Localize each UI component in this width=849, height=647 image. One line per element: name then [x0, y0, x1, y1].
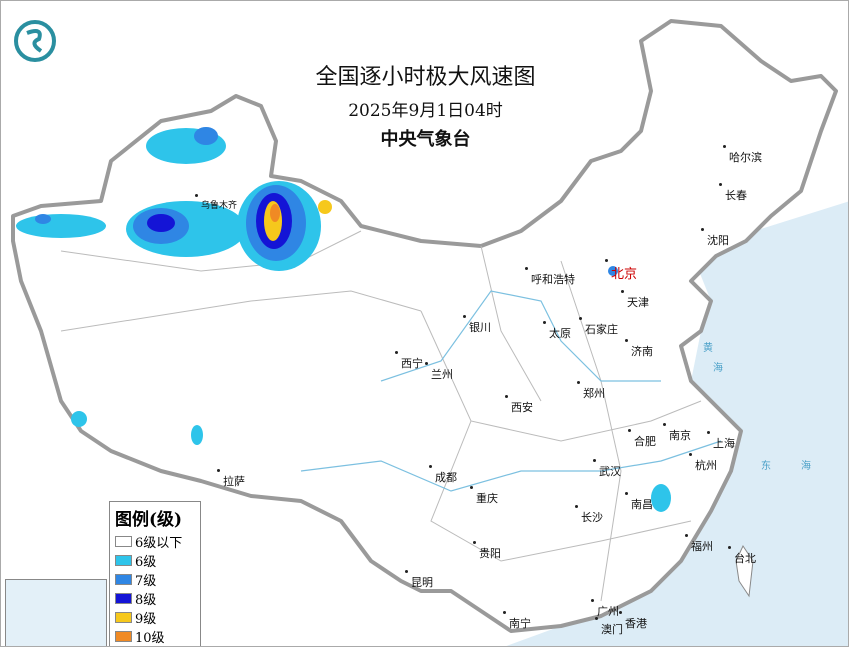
- city-label: 福州: [685, 534, 713, 553]
- sea-label: 海: [713, 363, 723, 374]
- sea-label: 黄: [703, 343, 713, 354]
- city-label: 广州: [591, 599, 619, 618]
- rivers: [300, 290, 722, 492]
- city-label: 昆明: [405, 570, 433, 589]
- city-label: 郑州: [577, 381, 605, 400]
- china-outline: [11, 19, 838, 633]
- taiwan-outline: [735, 544, 754, 598]
- legend-title: 图例(级): [115, 510, 183, 530]
- city-label: 长沙: [575, 505, 603, 524]
- city-label: 济南: [625, 339, 653, 358]
- city-label: 乌鲁木齐: [194, 194, 237, 211]
- legend: 图例(级) 6级以下 6级 7级 8级 9级 10级: [109, 501, 201, 646]
- map-issuer: 中央气象台: [380, 129, 471, 150]
- sea-area: [506, 201, 848, 646]
- legend-item: 10级: [115, 627, 195, 646]
- city-label: 南京: [663, 423, 691, 442]
- city-label: 天津: [621, 290, 649, 309]
- city-label: 杭州: [689, 453, 717, 472]
- legend-label: 6级以下: [135, 536, 183, 551]
- city-label: 武汉: [593, 459, 621, 478]
- city-label: 上海: [707, 431, 735, 450]
- city-label: 长春: [719, 183, 747, 202]
- city-label: 南宁: [503, 611, 531, 630]
- sea-label: 东: [761, 461, 771, 472]
- legend-item: 9级: [115, 608, 195, 627]
- wind-areas: [16, 127, 671, 512]
- legend-label: 7级: [135, 574, 157, 589]
- map-datetime: 2025年9月1日04时: [348, 101, 503, 121]
- legend-label: 9级: [135, 612, 157, 627]
- legend-swatch: [115, 593, 132, 604]
- map-title: 全国逐小时极大风速图: [315, 65, 536, 90]
- legend-label: 6级: [135, 555, 157, 570]
- city-label: 南昌: [625, 492, 653, 511]
- city-label: 西宁: [395, 351, 423, 370]
- city-label: 西安: [505, 395, 533, 414]
- legend-label: 10级: [135, 631, 165, 646]
- legend-label: 8级: [135, 593, 157, 608]
- city-label: 贵阳: [473, 541, 501, 560]
- sea-label: 海: [801, 461, 811, 472]
- legend-swatch: [115, 555, 132, 566]
- city-label: 银川: [463, 315, 491, 334]
- legend-swatch: [115, 574, 132, 585]
- city-label: 成都: [429, 465, 457, 484]
- city-label: 香港: [619, 611, 647, 630]
- legend-item: 6级以下: [115, 532, 195, 551]
- legend-swatch: [115, 536, 132, 547]
- city-label: 澳门: [595, 617, 623, 636]
- legend-item: 7级: [115, 570, 195, 589]
- city-label: 呼和浩特: [525, 267, 575, 286]
- legend-item: 8级: [115, 589, 195, 608]
- cma-logo: [13, 19, 57, 63]
- south-china-sea-inset: [5, 579, 107, 646]
- city-label-capital: 北京: [604, 259, 637, 282]
- city-label: 太原: [543, 321, 571, 340]
- city-label: 哈尔滨: [723, 145, 762, 164]
- city-label: 石家庄: [579, 317, 618, 336]
- legend-swatch: [115, 612, 132, 623]
- city-label: 沈阳: [701, 228, 729, 247]
- city-label: 拉萨: [217, 469, 245, 488]
- legend-item: 6级: [115, 551, 195, 570]
- legend-swatch: [115, 631, 132, 642]
- city-label: 台北: [728, 546, 756, 565]
- city-label: 重庆: [470, 486, 498, 505]
- city-label: 兰州: [425, 362, 453, 381]
- city-label: 合肥: [628, 429, 656, 448]
